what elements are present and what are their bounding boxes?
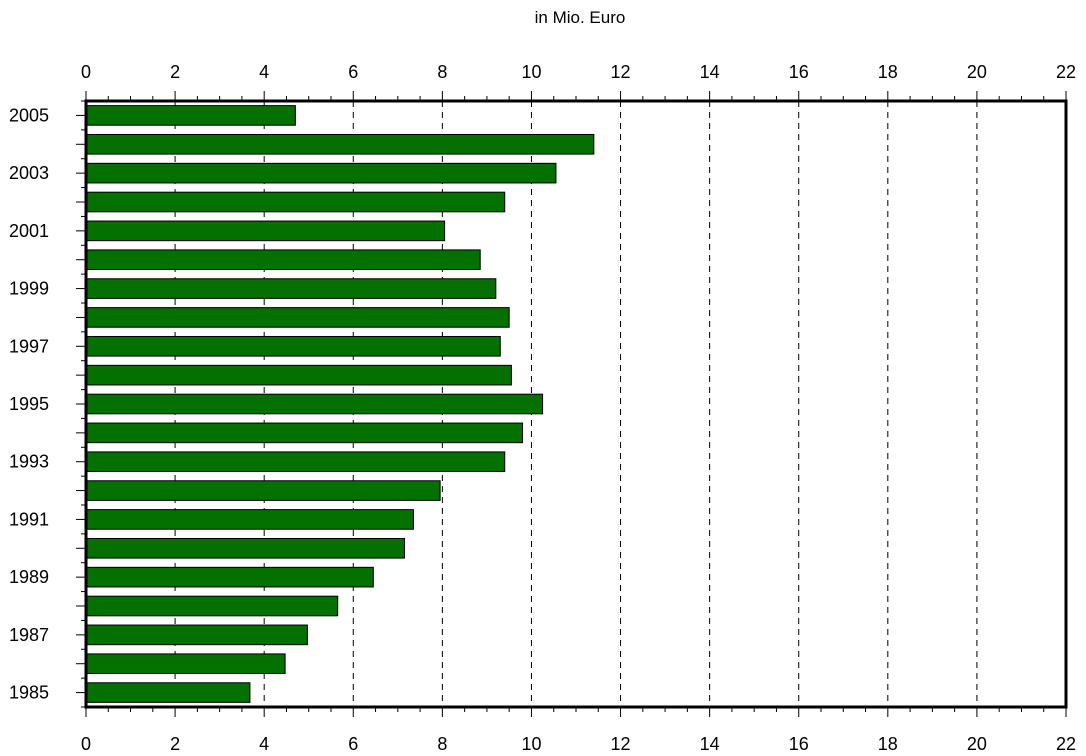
bar-1991 xyxy=(85,509,414,530)
y-tick-label-1985: 1985 xyxy=(9,683,49,703)
bar-2005 xyxy=(85,105,296,126)
y-tick-label-2001: 2001 xyxy=(9,221,49,241)
x-tick-label-top: 20 xyxy=(967,62,987,82)
x-tick-label-bottom: 2 xyxy=(170,734,180,754)
x-tick-label-top: 4 xyxy=(259,62,269,82)
bar-2003 xyxy=(85,162,557,184)
y-tick-label-1993: 1993 xyxy=(9,452,49,472)
bar-2000 xyxy=(85,249,481,271)
x-tick-label-top: 16 xyxy=(789,62,809,82)
x-tick-label-top: 22 xyxy=(1056,62,1076,82)
x-tick-label-top: 6 xyxy=(348,62,358,82)
x-tick-label-bottom: 0 xyxy=(81,734,91,754)
bar-1995 xyxy=(85,393,544,415)
bar-2001 xyxy=(85,220,446,242)
bar-1992 xyxy=(85,480,441,501)
tick-labels: 0022446688101012121414161618182020222220… xyxy=(9,62,1076,754)
bars xyxy=(85,105,595,703)
x-tick-label-top: 0 xyxy=(81,62,91,82)
bar-1985 xyxy=(85,682,251,703)
x-tick-label-bottom: 6 xyxy=(348,734,358,754)
bar-1993 xyxy=(85,451,506,473)
x-tick-label-bottom: 18 xyxy=(878,734,898,754)
y-tick-label-1991: 1991 xyxy=(9,509,49,529)
bar-1988 xyxy=(85,595,339,617)
x-tick-label-bottom: 8 xyxy=(437,734,447,754)
y-tick-label-1999: 1999 xyxy=(9,279,49,299)
x-tick-label-top: 12 xyxy=(611,62,631,82)
bar-1998 xyxy=(85,307,510,328)
x-tick-label-bottom: 10 xyxy=(521,734,541,754)
x-tick-label-bottom: 12 xyxy=(611,734,631,754)
y-tick-label-1997: 1997 xyxy=(9,336,49,356)
bar-1997 xyxy=(85,335,501,357)
x-tick-label-top: 14 xyxy=(700,62,720,82)
x-tick-label-top: 10 xyxy=(521,62,541,82)
y-tick-label-1989: 1989 xyxy=(9,567,49,587)
bar-1990 xyxy=(85,537,405,559)
x-tick-label-bottom: 22 xyxy=(1056,734,1076,754)
bar-1996 xyxy=(85,364,512,386)
x-tick-label-bottom: 14 xyxy=(700,734,720,754)
bar-2004 xyxy=(85,133,595,155)
x-tick-label-top: 2 xyxy=(170,62,180,82)
x-tick-label-bottom: 16 xyxy=(789,734,809,754)
y-tick-label-2005: 2005 xyxy=(9,105,49,125)
x-tick-label-bottom: 20 xyxy=(967,734,987,754)
bar-1994 xyxy=(85,422,524,444)
axis-label-x: in Mio. Euro xyxy=(534,8,626,27)
bar-1987 xyxy=(85,624,308,646)
plot-frame xyxy=(84,99,1068,709)
y-tick-label-1995: 1995 xyxy=(9,394,49,414)
y-tick-label-2003: 2003 xyxy=(9,163,49,183)
bar-1999 xyxy=(85,278,497,299)
x-tick-label-top: 18 xyxy=(878,62,898,82)
bar-1989 xyxy=(85,566,374,588)
x-tick-label-bottom: 4 xyxy=(259,734,269,754)
bar-1986 xyxy=(85,653,286,675)
bar-2002 xyxy=(85,191,506,213)
x-tick-label-top: 8 xyxy=(437,62,447,82)
y-tick-label-1987: 1987 xyxy=(9,625,49,645)
